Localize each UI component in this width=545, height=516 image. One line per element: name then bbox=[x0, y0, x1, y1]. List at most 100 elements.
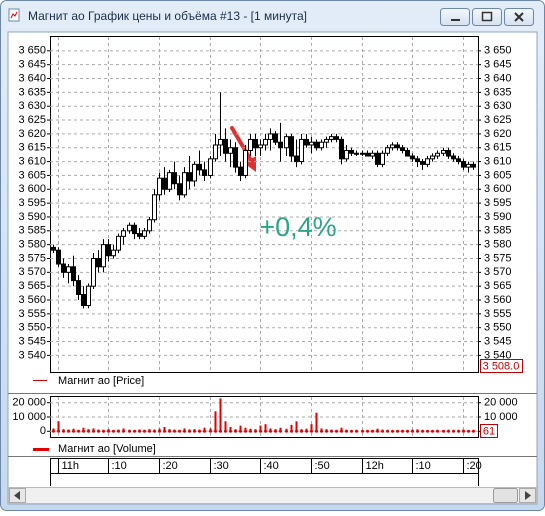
volume-dot bbox=[168, 429, 171, 433]
volume-dot bbox=[82, 429, 85, 433]
candle-body bbox=[339, 138, 344, 160]
candle-body bbox=[162, 177, 167, 190]
volume-dot bbox=[249, 429, 252, 433]
y-tick-label: 3 565 bbox=[18, 280, 46, 292]
volume-dot bbox=[57, 429, 60, 433]
volume-dot bbox=[330, 429, 333, 433]
candle-body bbox=[299, 138, 304, 163]
y-tick-label: 10 000 bbox=[12, 411, 46, 423]
candle-body bbox=[96, 257, 101, 268]
volume-dot bbox=[355, 429, 358, 433]
volume-dot bbox=[467, 429, 470, 433]
volume-dot bbox=[72, 429, 75, 433]
x-tick-label: :30 bbox=[214, 460, 229, 472]
y-tick-label: 3 600 bbox=[18, 183, 46, 195]
y-tick-label-right: 3 620 bbox=[484, 128, 512, 140]
volume-dot bbox=[381, 429, 384, 433]
volume-dot bbox=[300, 429, 303, 433]
volume-dot bbox=[158, 429, 161, 433]
legend-label: Магнит ао [Price] bbox=[58, 375, 144, 387]
scroll-thumb[interactable] bbox=[493, 488, 518, 503]
last-value-box bbox=[480, 359, 523, 373]
y-tick-label-right: 3 550 bbox=[484, 322, 512, 334]
volume-dot bbox=[462, 429, 465, 433]
candle-body bbox=[451, 155, 456, 160]
candle-body bbox=[278, 141, 283, 149]
y-tick-label-right: 3 625 bbox=[484, 114, 512, 126]
candle-body bbox=[268, 133, 273, 140]
y-tick-label-right: 3 595 bbox=[484, 197, 512, 209]
candle-body bbox=[223, 138, 228, 154]
maximize-icon bbox=[481, 11, 493, 22]
candle-body bbox=[461, 161, 466, 168]
candle-body bbox=[51, 246, 56, 251]
maximize-button[interactable] bbox=[472, 8, 502, 26]
candle-body bbox=[66, 266, 71, 273]
volume-dot bbox=[269, 429, 272, 433]
volume-dot bbox=[442, 429, 445, 433]
volume-dot bbox=[62, 429, 65, 433]
volume-dot bbox=[325, 429, 328, 433]
window-buttons[interactable] bbox=[440, 8, 534, 26]
volume-dot bbox=[426, 429, 429, 433]
scrollbar-track[interactable] bbox=[8, 487, 537, 504]
minimize-button[interactable] bbox=[440, 8, 470, 26]
candle-body bbox=[284, 136, 289, 149]
candle-body bbox=[304, 138, 309, 146]
candle-body bbox=[294, 155, 299, 163]
x-tick-label: :50 bbox=[315, 460, 330, 472]
x-tick-label: :40 bbox=[264, 460, 279, 472]
y-tick-label-right: 3 585 bbox=[484, 225, 512, 237]
volume-dot bbox=[254, 429, 257, 433]
y-tick-label: 0 bbox=[40, 425, 46, 437]
volume-dot bbox=[406, 429, 409, 433]
volume-dot bbox=[401, 429, 404, 433]
y-tick-label: 3 630 bbox=[18, 100, 46, 112]
candle-body bbox=[420, 161, 425, 165]
candle-body bbox=[435, 152, 440, 157]
x-tick-label: :20 bbox=[467, 460, 482, 472]
volume-dot bbox=[350, 429, 353, 433]
y-tick-label: 3 595 bbox=[18, 197, 46, 209]
y-tick-label: 3 625 bbox=[18, 114, 46, 126]
volume-dot bbox=[102, 429, 105, 433]
horizontal-scrollbar[interactable] bbox=[8, 487, 537, 504]
volume-dot bbox=[77, 429, 80, 433]
candle-body bbox=[208, 158, 213, 176]
y-tick-label-right: 3 540 bbox=[484, 349, 512, 361]
candle-body bbox=[142, 230, 147, 237]
volume-dot bbox=[224, 429, 227, 433]
candle-body bbox=[127, 224, 132, 232]
volume-dot bbox=[239, 429, 242, 433]
window-icon-line bbox=[10, 11, 18, 19]
x-tick-label: :10 bbox=[416, 460, 431, 472]
volume-dot bbox=[371, 429, 374, 433]
y-tick-label-right: 3 645 bbox=[484, 59, 512, 71]
candle-body bbox=[106, 244, 111, 257]
candle-body bbox=[248, 138, 253, 152]
candle-body bbox=[289, 136, 294, 157]
candle-body bbox=[81, 293, 86, 307]
y-tick-label: 3 545 bbox=[18, 335, 46, 347]
candle-body bbox=[380, 152, 385, 165]
scroll-right-icon bbox=[525, 491, 531, 500]
volume-dot bbox=[335, 429, 338, 433]
candle-body bbox=[309, 141, 314, 146]
volume-dot bbox=[396, 429, 399, 433]
last-value-label: 61 bbox=[483, 425, 495, 437]
client-area bbox=[7, 31, 538, 505]
last-value-box bbox=[480, 424, 498, 438]
y-tick-label-right: 3 560 bbox=[484, 294, 512, 306]
candle-body bbox=[349, 150, 354, 154]
y-tick-label-right: 3 555 bbox=[484, 308, 512, 320]
y-tick-label-right: 3 565 bbox=[484, 280, 512, 292]
y-tick-label: 3 570 bbox=[18, 266, 46, 278]
candle-body bbox=[400, 147, 405, 152]
y-tick-label: 3 645 bbox=[18, 59, 46, 71]
candle-body bbox=[365, 152, 370, 157]
y-tick-label: 20 000 bbox=[12, 397, 46, 409]
candle-body bbox=[152, 194, 157, 221]
candle-body bbox=[202, 169, 207, 176]
y-tick-label: 3 560 bbox=[18, 294, 46, 306]
